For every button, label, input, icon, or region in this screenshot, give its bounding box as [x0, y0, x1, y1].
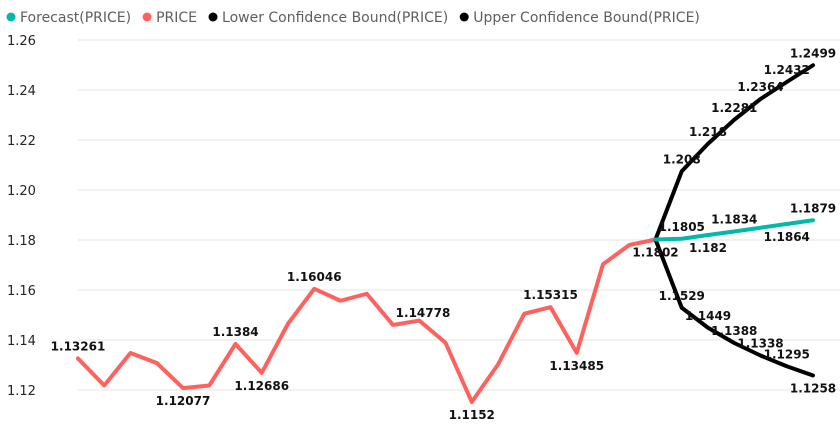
- series-line-forecast-price[interactable]: [653, 218, 815, 242]
- y-tick-label: 1.24: [7, 84, 36, 99]
- data-label: 1.12686: [234, 379, 289, 393]
- series-line-lower-confidence-bound-price[interactable]: [653, 237, 815, 378]
- data-label: 1.1864: [764, 230, 810, 244]
- legend-item-3[interactable]: Upper Confidence Bound(PRICE): [459, 10, 700, 26]
- y-tick-label: 1.14: [7, 334, 36, 349]
- legend-label: PRICE: [156, 10, 197, 26]
- data-label: 1.2364: [737, 80, 783, 94]
- data-labels: 1.13261 1.12077 1.1384 1.12686 1.16046 1.1477…: [51, 46, 836, 422]
- data-label: 1.16046: [287, 270, 342, 284]
- data-label: 1.208: [663, 152, 701, 166]
- series-line-price[interactable]: [76, 237, 658, 404]
- legend-marker-icon: [208, 12, 218, 22]
- legend-label: Upper Confidence Bound(PRICE): [473, 10, 700, 26]
- data-label: 1.13485: [549, 359, 604, 373]
- series-lines: [76, 63, 815, 404]
- data-label: 1.2432: [764, 63, 810, 77]
- y-tick-label: 1.20: [7, 184, 36, 199]
- legend-label: Lower Confidence Bound(PRICE): [222, 10, 448, 26]
- legend-item-2[interactable]: Lower Confidence Bound(PRICE): [208, 10, 449, 26]
- data-label: 1.2281: [711, 101, 757, 115]
- data-label: 1.1384: [212, 325, 258, 339]
- data-label: 1.182: [689, 241, 727, 255]
- data-label: 1.1802: [632, 246, 678, 260]
- data-label: 1.1295: [764, 347, 810, 361]
- data-label: 1.1338: [737, 337, 783, 351]
- legend-label: Forecast(PRICE): [20, 10, 131, 26]
- data-label: 1.2499: [790, 46, 836, 60]
- y-tick-label: 1.18: [7, 234, 36, 249]
- legend-marker-icon: [142, 12, 152, 22]
- y-tick-label: 1.26: [7, 34, 36, 49]
- legend-marker-icon: [459, 12, 469, 22]
- legend-item-1[interactable]: PRICE: [142, 10, 197, 26]
- data-label: 1.1834: [711, 213, 757, 227]
- data-label: 1.15315: [523, 288, 578, 302]
- legend-marker-icon: [6, 12, 16, 22]
- chart-legend[interactable]: Forecast(PRICE) PRICE Lower Confidence Bou…: [6, 10, 700, 26]
- y-gridlines: [78, 39, 840, 391]
- y-axis-ticks: 1.12 1.14 1.16 1.18 1.20 1.22 1.24 1.26: [7, 34, 36, 399]
- data-label: 1.1879: [790, 201, 836, 215]
- legend-item-0[interactable]: Forecast(PRICE): [6, 10, 132, 26]
- data-label: 1.12077: [156, 394, 211, 408]
- data-label: 1.1529: [659, 289, 705, 303]
- data-label: 1.14778: [396, 306, 451, 320]
- y-tick-label: 1.12: [7, 384, 36, 399]
- y-tick-label: 1.16: [7, 284, 36, 299]
- series-line-upper-confidence-bound-price[interactable]: [653, 63, 815, 242]
- data-label: 1.218: [689, 125, 727, 139]
- data-label: 1.1449: [685, 309, 731, 323]
- data-label: 1.1152: [449, 408, 495, 422]
- y-tick-label: 1.22: [7, 134, 36, 149]
- data-label: 1.1258: [790, 382, 836, 396]
- data-label: 1.1805: [659, 220, 705, 234]
- data-label: 1.13261: [51, 339, 106, 353]
- data-label: 1.1388: [711, 324, 757, 338]
